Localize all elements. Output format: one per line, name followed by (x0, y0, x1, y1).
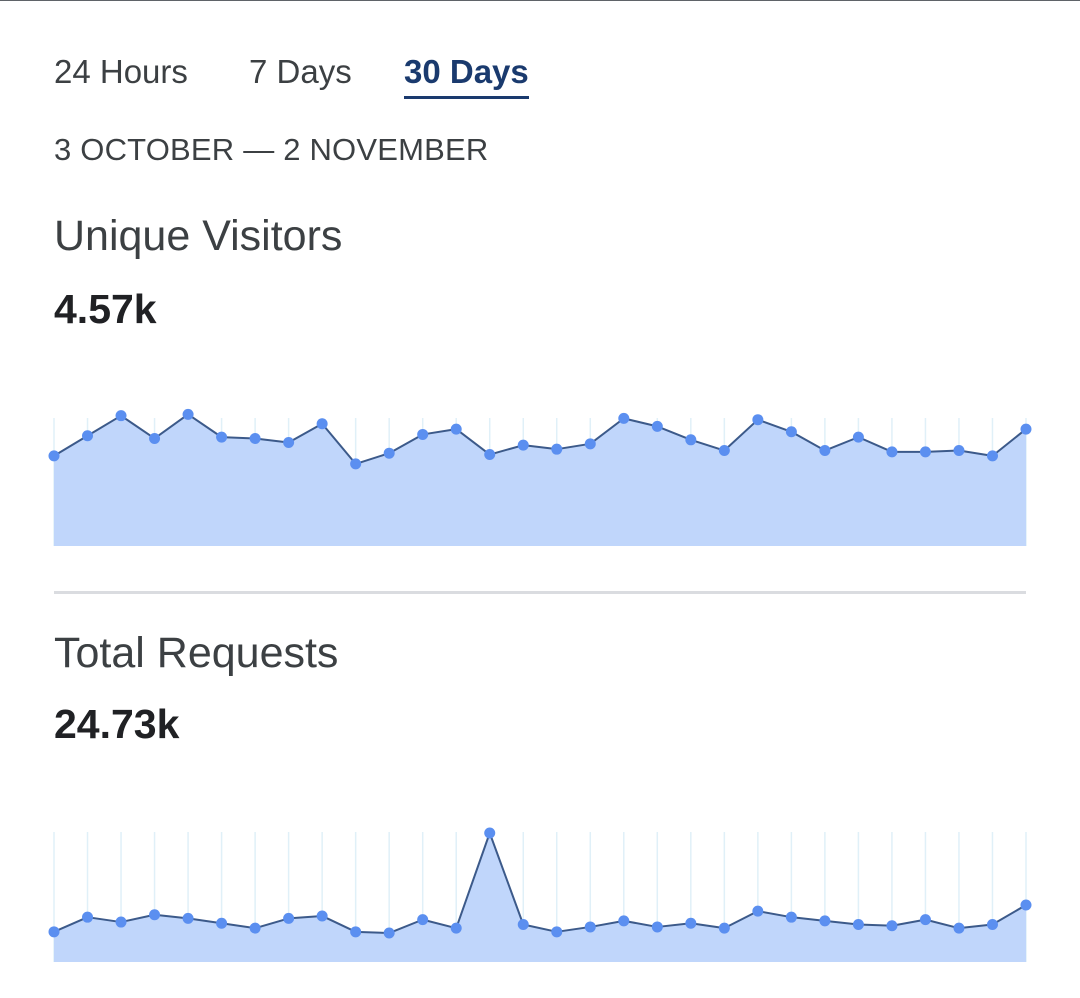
data-point[interactable] (752, 414, 764, 426)
data-point[interactable] (718, 922, 730, 934)
data-point[interactable] (986, 450, 998, 462)
data-point[interactable] (584, 921, 596, 933)
data-point[interactable] (919, 446, 931, 458)
data-point[interactable] (886, 446, 898, 458)
data-point[interactable] (484, 827, 496, 839)
data-point[interactable] (953, 445, 965, 457)
data-point[interactable] (350, 926, 362, 938)
data-point[interactable] (517, 919, 529, 930)
data-point[interactable] (819, 445, 831, 457)
tab-7-days[interactable]: 7 Days (249, 53, 352, 90)
data-point[interactable] (383, 447, 395, 459)
data-point[interactable] (216, 917, 228, 929)
data-point[interactable] (82, 430, 94, 442)
data-point[interactable] (417, 428, 429, 440)
data-point[interactable] (551, 443, 563, 455)
tab-30-days[interactable]: 30 Days (404, 50, 529, 99)
total-requests-chart (48, 827, 1032, 962)
data-point[interactable] (1020, 899, 1032, 911)
data-point[interactable] (115, 916, 127, 928)
data-point[interactable] (48, 926, 60, 938)
data-point[interactable] (919, 914, 931, 926)
data-point[interactable] (886, 920, 898, 932)
data-point[interactable] (249, 922, 261, 934)
data-point[interactable] (651, 420, 663, 432)
data-point[interactable] (517, 439, 529, 451)
data-point[interactable] (852, 919, 864, 930)
tab-30-days-label: 30 Days (404, 53, 529, 90)
tab-24-hours[interactable]: 24 Hours (54, 53, 188, 90)
data-point[interactable] (149, 909, 161, 921)
metric-value-total-requests: 24.73k (54, 701, 180, 747)
data-point[interactable] (383, 927, 395, 939)
data-point[interactable] (685, 917, 697, 929)
data-point[interactable] (48, 450, 60, 462)
data-point[interactable] (115, 410, 127, 422)
data-point[interactable] (182, 912, 194, 924)
data-point[interactable] (450, 423, 462, 435)
section-divider (54, 591, 1026, 594)
data-point[interactable] (316, 910, 328, 922)
data-point[interactable] (316, 418, 328, 430)
metric-value-unique-visitors: 4.57k (54, 286, 157, 332)
data-point[interactable] (618, 412, 630, 424)
data-point[interactable] (283, 436, 295, 448)
data-point[interactable] (584, 438, 596, 450)
data-point[interactable] (283, 912, 295, 924)
data-point[interactable] (450, 922, 462, 934)
data-point[interactable] (685, 434, 697, 446)
data-point[interactable] (785, 426, 797, 438)
series-line (53, 832, 1027, 935)
data-point[interactable] (852, 431, 864, 443)
series-area (54, 833, 1026, 962)
data-point[interactable] (249, 432, 261, 444)
data-point[interactable] (149, 432, 161, 444)
data-point[interactable] (1020, 423, 1032, 435)
data-point[interactable] (752, 905, 764, 917)
series-line (53, 413, 1027, 465)
data-point[interactable] (986, 919, 998, 930)
data-point[interactable] (718, 445, 730, 457)
data-point[interactable] (618, 915, 630, 927)
active-tab-indicator (404, 96, 529, 99)
data-point[interactable] (182, 408, 194, 420)
metric-title-unique-visitors: Unique Visitors (54, 212, 343, 260)
data-point[interactable] (484, 449, 496, 461)
data-point[interactable] (785, 911, 797, 923)
data-point[interactable] (350, 458, 362, 470)
unique-visitors-chart (48, 408, 1032, 546)
data-point[interactable] (216, 431, 228, 443)
data-point[interactable] (953, 922, 965, 934)
metric-title-total-requests: Total Requests (54, 629, 339, 677)
data-point[interactable] (651, 921, 663, 933)
data-point[interactable] (417, 914, 429, 926)
date-range: 3 OCTOBER — 2 NOVEMBER (54, 132, 489, 167)
data-point[interactable] (82, 911, 94, 923)
data-point[interactable] (551, 926, 563, 938)
top-border (0, 0, 1080, 1)
series-area (54, 414, 1026, 546)
data-point[interactable] (819, 915, 831, 927)
